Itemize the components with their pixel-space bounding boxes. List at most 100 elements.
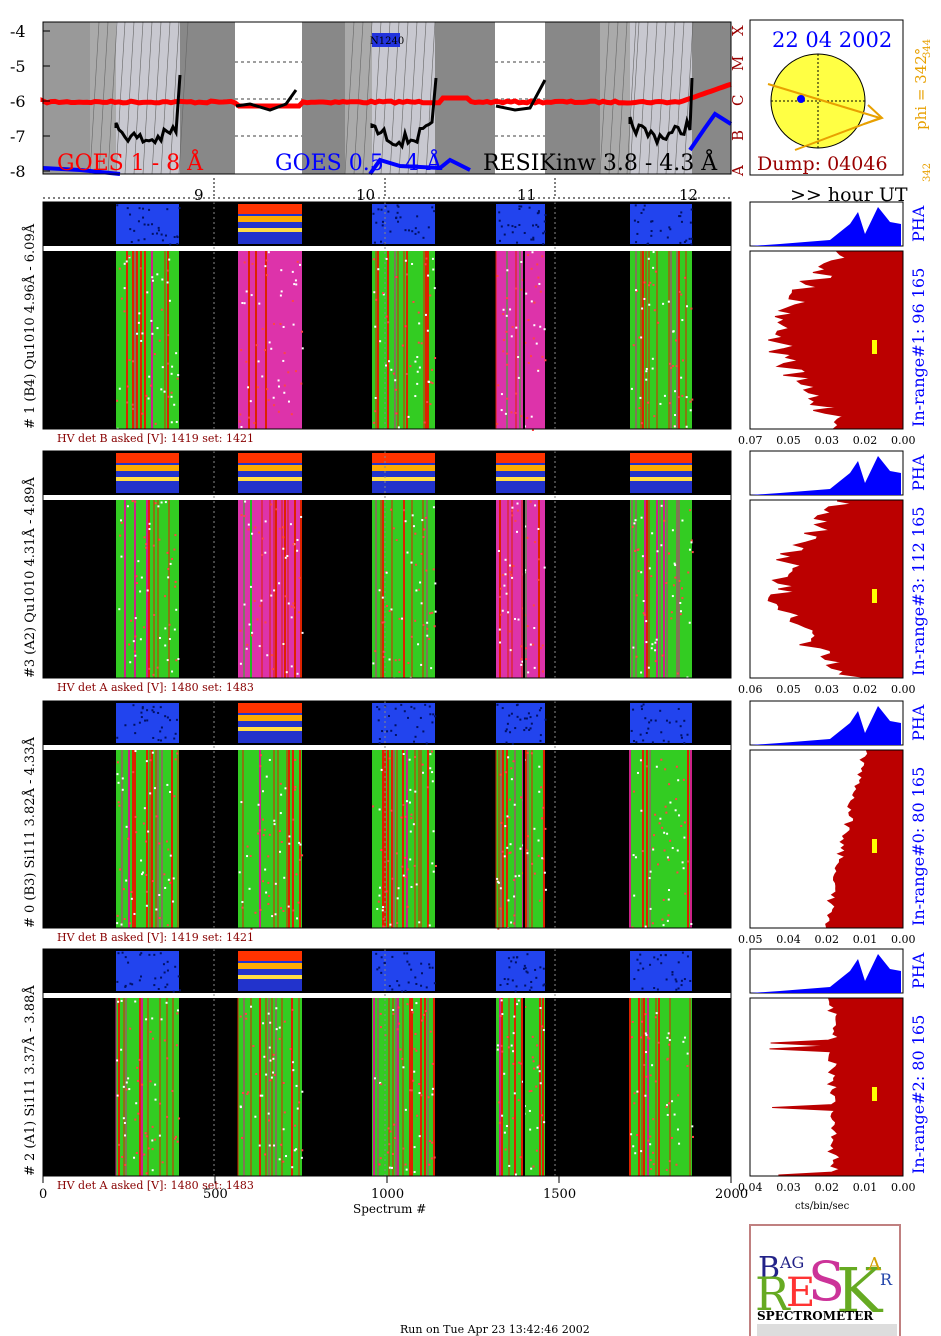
spectrogram-speckle (158, 1134, 161, 1137)
pha-speckle (407, 716, 410, 719)
spectrogram-speckle (156, 327, 159, 330)
spectrogram-speckle (264, 868, 267, 871)
spectrogram-speckle (116, 399, 119, 402)
pha-block (372, 703, 435, 743)
pha-speckle (536, 714, 539, 717)
spectrogram-speckle (505, 314, 508, 317)
spectrogram-speckle (378, 808, 381, 811)
goes-hatch (599, 21, 610, 175)
spectrogram-speckle (261, 880, 264, 883)
pha-speckle (152, 711, 155, 714)
profile-x-tick-label: 0.00 (891, 434, 916, 447)
goes-hatch (344, 21, 355, 175)
pha-speckle (413, 707, 416, 710)
pha-speckle (148, 953, 151, 956)
pha-speckle (431, 206, 434, 209)
spectrogram-speckle (405, 800, 408, 803)
spectrogram-speckle (146, 291, 149, 294)
spectrogram-speckle (681, 359, 684, 362)
spectrogram-speckle (382, 655, 385, 658)
pha-speckle (518, 208, 521, 211)
pha-speckle (127, 961, 130, 964)
spectrogram-speckle (245, 360, 248, 363)
spectrogram-speckle (432, 870, 435, 873)
pha-speckle (133, 723, 136, 726)
spectrogram-speckle (174, 534, 177, 537)
spectrogram-speckle (273, 404, 276, 407)
pha-speckle (523, 717, 526, 720)
pha-speckle (431, 966, 434, 969)
x-tick-label: 1500 (543, 1187, 576, 1202)
spectrogram-speckle (171, 557, 174, 560)
pha-speckle (645, 731, 648, 734)
pha-speckle (124, 724, 127, 727)
spectrogram-speckle (123, 262, 126, 265)
spectrogram-speckle (530, 752, 533, 755)
spectrogram-speckle (633, 1102, 636, 1105)
spectrogram-speckle (514, 412, 517, 415)
spectrogram-block (630, 750, 692, 928)
spectrogram-speckle (280, 907, 283, 910)
spectrogram-speckle (410, 561, 413, 564)
spectrogram-speckle (538, 282, 541, 285)
spectrogram-speckle (668, 1039, 671, 1042)
pha-speckle (415, 982, 418, 985)
spectrogram-speckle (509, 649, 512, 652)
spectrogram-speckle (433, 287, 436, 290)
pha-band (116, 453, 179, 463)
pha-speckle (162, 963, 165, 966)
pha-speckle (417, 231, 420, 234)
hour-tick-label: 11 (517, 186, 536, 204)
spectrogram-speckle (636, 1134, 639, 1137)
spectrogram-speckle (250, 927, 253, 930)
spectrogram-speckle (542, 857, 545, 860)
orientation-arrow-icon (863, 104, 884, 125)
in-range-label: In-range#1: 96 165 (909, 268, 928, 427)
pha-speckle (151, 232, 154, 235)
pha-speckle (433, 210, 436, 213)
spectrogram-speckle (426, 401, 429, 404)
spectrogram-speckle (645, 1034, 648, 1037)
spectrogram-speckle (526, 849, 529, 852)
detector-label: # 0 (B3) Si111 3.82Å - 4.33Å (22, 737, 38, 928)
spectrogram-speckle (683, 1036, 686, 1039)
spectrogram-speckle (168, 623, 171, 626)
spectrogram-speckle (251, 262, 254, 265)
spectrogram-speckle (540, 786, 543, 789)
pha-speckle (130, 240, 133, 243)
spectrogram-speckle (531, 1035, 534, 1038)
spectrogram-speckle (394, 1137, 397, 1140)
pha-speckle (675, 988, 678, 991)
pha-speckle (383, 962, 386, 965)
svg-text:A: A (867, 1254, 882, 1275)
spectrogram-speckle (395, 412, 398, 415)
pha-block (630, 703, 692, 743)
spectrogram-speckle (640, 422, 643, 425)
spectrogram-speckle (300, 382, 303, 385)
pha-speckle (166, 716, 169, 719)
spectrogram-speckle (655, 765, 658, 768)
pha-speckle (668, 721, 671, 724)
spectrogram-speckle (167, 334, 170, 337)
spectrogram-speckle (261, 790, 264, 793)
spectrogram-speckle (145, 394, 148, 397)
pha-speckle (683, 978, 686, 981)
pha-speckle (660, 962, 663, 965)
profile-x-tick-label: 0.02 (853, 434, 878, 447)
spectrogram-speckle (254, 911, 257, 914)
detector-label: # 1 (B4) Qu1010 4.96Å - 6.09Å (22, 223, 38, 429)
hour-tick-label: 12 (679, 186, 698, 204)
spectrogram-speckle (258, 1144, 261, 1147)
spectrogram-speckle (533, 301, 536, 304)
pha-speckle (157, 226, 160, 229)
spectrogram-speckle (506, 846, 509, 849)
spectrogram-speckle (497, 927, 500, 930)
pha-speckle (381, 730, 384, 733)
pha-speckle (651, 741, 654, 744)
spectrogram-speckle (513, 895, 516, 898)
spectrogram-speckle (292, 602, 295, 605)
spectrogram-speckle (533, 626, 536, 629)
spectrogram-speckle (536, 263, 539, 266)
hour-axis-label: >> hour UT (790, 184, 908, 206)
